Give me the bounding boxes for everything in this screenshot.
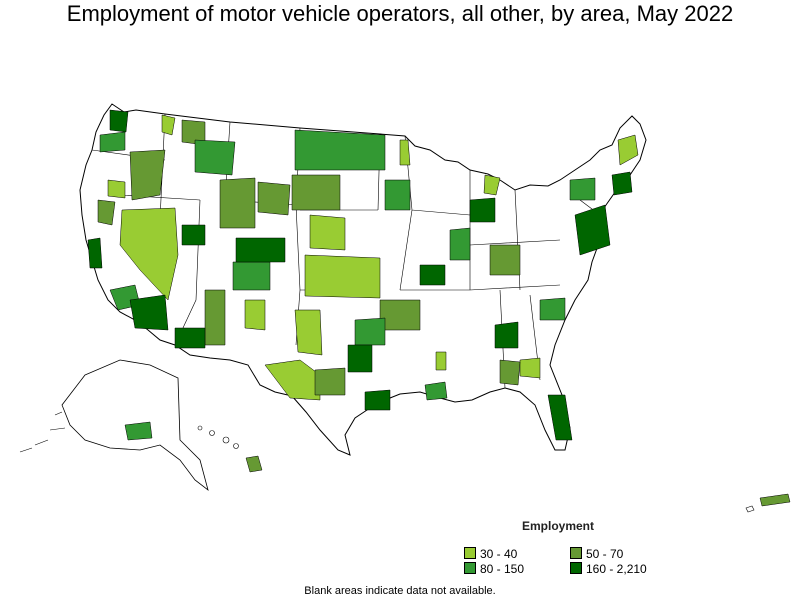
legend-swatch-160-2210: [570, 562, 582, 574]
legend-swatch-80-150: [464, 562, 476, 574]
legend-label-30-40: 30 - 40: [480, 547, 518, 561]
area-oklahoma-shape: [379, 299, 421, 331]
puerto-rico-outline: [745, 505, 755, 513]
legend-label-50-70: 50 - 70: [586, 547, 624, 561]
area-idaho-shape: [129, 149, 166, 201]
area-kansas-shape: [304, 254, 381, 299]
hawaii-island-4: [233, 443, 239, 449]
area-new-york-shape: [569, 177, 596, 201]
legend-item-30-40: 30 - 40: [464, 547, 517, 561]
area-carolinas-shape: [539, 297, 566, 321]
area-oregon-coast-shape: [97, 199, 116, 226]
hawaii-island-1: [197, 425, 203, 431]
areas-80-150: [99, 129, 596, 441]
area-chicago-shape: [469, 197, 496, 223]
map-title: Employment of motor vehicle operators, a…: [66, 1, 734, 26]
area-michigan-shape: [483, 174, 501, 196]
area-las-vegas-shape: [181, 224, 206, 246]
area-florida-shape: [547, 394, 573, 441]
legend-item-80-150: 80 - 150: [464, 562, 524, 576]
area-texas-central-shape: [314, 367, 346, 396]
area-alabama-shape: [435, 351, 447, 371]
hawaii-islands: [197, 425, 239, 449]
area-virgin-islands-shape: [759, 493, 791, 507]
area-new-mexico-shape: [294, 309, 323, 356]
area-oregon-shape: [107, 179, 126, 199]
area-arkansas-shape: [354, 317, 386, 346]
area-hawaii-shape: [245, 455, 263, 473]
areas-50-70: [97, 119, 791, 507]
area-carolina-shape: [519, 357, 541, 379]
area-seattle-shape: [109, 109, 129, 133]
legend-swatch-30-40: [464, 547, 476, 559]
area-nd-strip-shape: [399, 139, 411, 166]
area-houston-shape: [364, 389, 391, 411]
area-phoenix-shape: [129, 294, 169, 331]
alaska-area-shape: [124, 421, 153, 441]
legend-label-80-150: 80 - 150: [480, 562, 525, 576]
area-minnesota-shape: [384, 179, 411, 211]
area-washington-east-shape: [99, 131, 126, 153]
area-california-bay-shape: [87, 237, 103, 269]
area-western-montana-shape: [194, 139, 236, 176]
area-north-dakota-shape: [294, 129, 386, 171]
area-nebraska-shape: [309, 214, 346, 251]
area-georgia-shape: [499, 359, 521, 386]
legend-swatch-50-70: [570, 547, 582, 559]
legend-title: Employment: [522, 519, 595, 533]
hawaii-island-3: [222, 436, 230, 444]
area-dallas-shape: [347, 344, 373, 373]
legend-item-50-70: 50 - 70: [570, 547, 623, 561]
area-montana-shape: [161, 114, 176, 136]
areas-160-2210: [87, 109, 633, 441]
area-denver-shape: [235, 237, 286, 263]
area-colorado-shape: [232, 261, 271, 291]
area-great-lakes-shape: [449, 227, 471, 261]
area-northeast-corridor-shape: [574, 204, 611, 256]
area-louisiana-shape: [424, 381, 448, 401]
alaska-islands: [19, 411, 66, 453]
area-wyoming-shape: [219, 177, 256, 229]
area-kentucky-shape: [419, 264, 446, 286]
data-availability-note: Blank areas indicate data not available.: [304, 585, 496, 597]
area-boston-shape: [611, 171, 633, 196]
area-atlanta-shape: [494, 321, 519, 349]
area-utah-shape: [244, 299, 266, 331]
legend-label-160-2210: 160 - 2,210: [586, 562, 647, 576]
legend-item-160-2210: 160 - 2,210: [570, 562, 647, 576]
area-maine-shape: [617, 134, 639, 166]
area-appalachia-shape: [489, 244, 521, 276]
area-south-dakota-shape: [291, 174, 341, 211]
hawaii-island-2: [209, 430, 215, 436]
area-tucson-shape: [174, 327, 206, 349]
area-nevada-shape: [119, 207, 179, 301]
areas-30-40: [107, 114, 639, 401]
area-central-wyoming-shape: [257, 181, 291, 216]
area-arizona-shape: [204, 289, 226, 346]
